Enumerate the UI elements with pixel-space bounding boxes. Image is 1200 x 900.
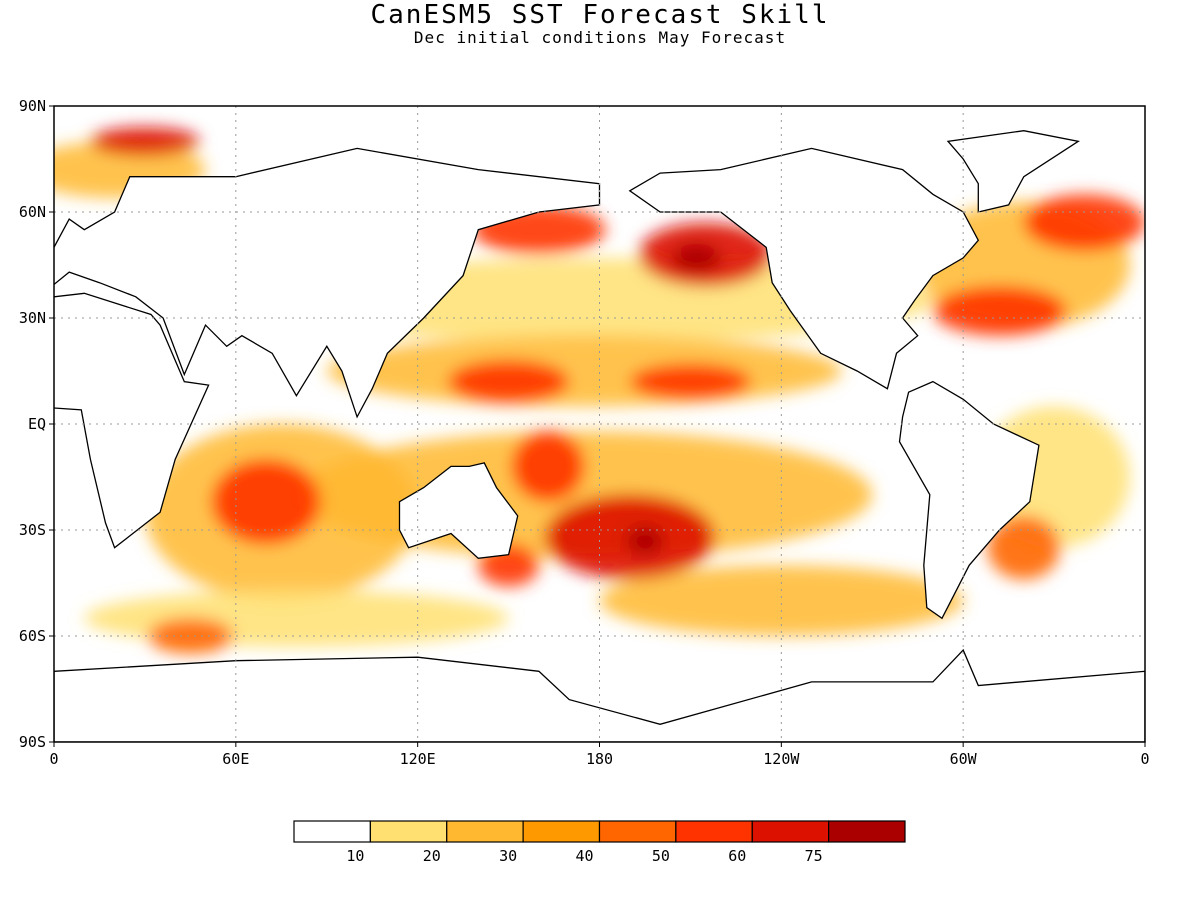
x-tick-label: 0	[1140, 750, 1149, 768]
y-tick-label: 30N	[19, 309, 46, 327]
x-tick-label: 60E	[222, 750, 249, 768]
antarctica-outline	[54, 648, 1145, 742]
colorbar-label: 75	[805, 847, 823, 865]
skill-blob	[932, 286, 1067, 336]
colorbar-swatch	[751, 820, 830, 843]
australia-outline	[398, 462, 519, 559]
x-tick-label: 60W	[950, 750, 978, 768]
colorbar-swatch	[598, 820, 677, 843]
skill-blob	[626, 526, 664, 555]
colorbar: 10 20 30 40 50 60 75	[293, 820, 906, 865]
colorbar-label: 60	[728, 847, 746, 865]
colorbar-label: 10	[346, 847, 364, 865]
skill-blob	[211, 459, 321, 545]
colorbar-swatch	[675, 820, 753, 843]
y-tick-label: EQ	[28, 415, 46, 433]
y-tick-label: 90N	[19, 97, 46, 115]
colorbar-swatch	[522, 820, 601, 843]
skill-blob	[90, 127, 200, 156]
skill-blob	[672, 243, 721, 273]
colorbar-label: 30	[499, 847, 517, 865]
skill-blob	[987, 515, 1061, 580]
chart-subtitle: Dec initial conditions May Forecast	[413, 28, 787, 47]
grid-lines	[54, 106, 1145, 742]
skill-blob	[1023, 194, 1145, 251]
x-tick-label: 120E	[400, 750, 436, 768]
chart-title: CanESM5 SST Forecast Skill	[370, 0, 830, 30]
y-tick-label: 90S	[19, 733, 46, 751]
skill-blob	[447, 360, 570, 403]
colorbar-swatch	[293, 820, 371, 843]
skill-blob	[147, 618, 233, 654]
y-tick-label: 60N	[19, 203, 46, 221]
x-tick-label: 120W	[763, 750, 800, 768]
colorbar-swatch	[446, 820, 524, 843]
colorbar-swatch	[828, 820, 906, 843]
colorbar-label: 20	[423, 847, 441, 865]
greenland-outline	[946, 130, 1081, 213]
continent-outlines	[54, 130, 1145, 742]
y-tick-label: 30S	[19, 521, 46, 539]
x-tick-label: 0	[49, 750, 58, 768]
y-tick-label: 60S	[19, 627, 46, 645]
colorbar-swatch	[369, 820, 448, 843]
x-tick-label: 180	[586, 750, 613, 768]
colorbar-label: 40	[575, 847, 593, 865]
colorbar-label: 50	[652, 847, 670, 865]
skill-blob	[511, 431, 585, 502]
south-america-outline	[898, 380, 1040, 620]
skill-blob	[629, 363, 752, 400]
africa-outline	[54, 292, 210, 549]
europe-asia-outline	[54, 147, 601, 419]
